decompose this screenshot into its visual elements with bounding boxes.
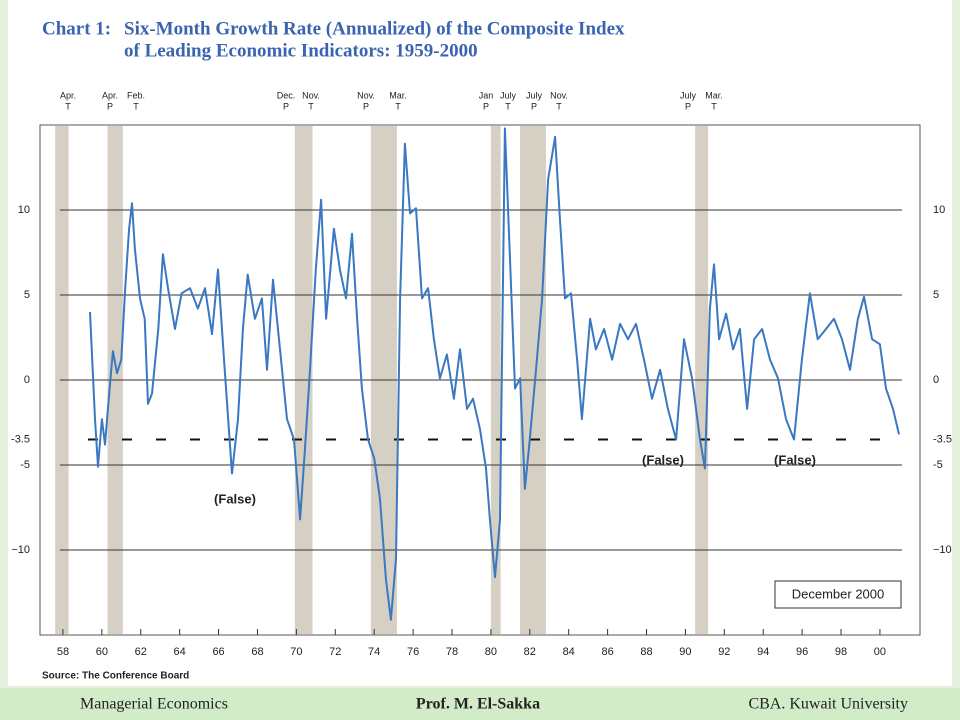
x-tick-label: 90 — [679, 646, 691, 658]
x-tick-label: 98 — [835, 646, 847, 658]
y-tick-label: 5 — [24, 289, 30, 301]
x-tick-label: 66 — [212, 646, 224, 658]
turning-point-month: July — [680, 90, 697, 100]
x-tick-label: 88 — [640, 646, 652, 658]
turning-point-month: Nov. — [550, 90, 568, 100]
turning-point-type: T — [308, 101, 314, 111]
y-tick-label-right: -5 — [933, 459, 943, 471]
turning-point-type: P — [483, 101, 489, 111]
turning-point-month: July — [500, 90, 517, 100]
y-tick-label: −10 — [11, 544, 30, 556]
x-tick-label: 96 — [796, 646, 808, 658]
x-tick-label: 74 — [368, 646, 380, 658]
x-tick-label: 64 — [174, 646, 186, 658]
x-tick-label: 58 — [57, 646, 69, 658]
turning-point-type: T — [133, 101, 139, 111]
chart-title: Six-Month Growth Rate (Annualized) of th… — [124, 18, 625, 39]
x-tick-label: 80 — [485, 646, 497, 658]
footer-right: CBA. Kuwait University — [748, 696, 908, 713]
turning-point-type: T — [395, 101, 401, 111]
x-tick-label: 86 — [601, 646, 613, 658]
turning-point-type: P — [107, 101, 113, 111]
turning-point-type: P — [363, 101, 369, 111]
turning-point-month: Mar. — [389, 90, 407, 100]
plot-frame — [39, 124, 921, 636]
turning-point-month: Apr. — [102, 90, 118, 100]
turning-point-month: Nov. — [302, 90, 320, 100]
x-tick-label: 82 — [524, 646, 536, 658]
chart-panel — [8, 0, 952, 686]
note-box — [774, 580, 902, 609]
y-tick-label-right: 0 — [933, 374, 939, 386]
y-tick-label-right: 10 — [933, 204, 945, 216]
y-tick-label-right: 5 — [933, 289, 939, 301]
turning-point-type: T — [556, 101, 562, 111]
x-tick-label: 60 — [96, 646, 108, 658]
x-tick-label: 84 — [563, 646, 575, 658]
x-tick-label: 94 — [757, 646, 769, 658]
y-tick-label-right: -3.5 — [933, 433, 952, 445]
y-tick-label: 10 — [18, 204, 30, 216]
annotation: (False) — [642, 452, 684, 467]
footer-left: Managerial Economics — [80, 696, 228, 713]
note: December 2000 — [792, 586, 885, 601]
turning-point-month: July — [526, 90, 543, 100]
y-tick-label: -3.5 — [11, 433, 30, 445]
turning-point-month: Nov. — [357, 90, 375, 100]
turning-point-month: Feb. — [127, 90, 145, 100]
chart-label: Chart 1: — [42, 18, 111, 39]
turning-point-type: P — [283, 101, 289, 111]
x-tick-label: 76 — [407, 646, 419, 658]
x-tick-label: 72 — [329, 646, 341, 658]
x-tick-label: 78 — [446, 646, 458, 658]
y-tick-label: 0 — [24, 374, 30, 386]
footer-center: Prof. M. El-Sakka — [416, 696, 540, 713]
turning-point-month: Jan — [479, 90, 494, 100]
x-tick-label: 62 — [135, 646, 147, 658]
turning-point-type: T — [711, 101, 717, 111]
chart-title-line2: of Leading Economic Indicators: 1959-200… — [124, 40, 478, 61]
source: Source: The Conference Board — [42, 671, 189, 682]
turning-point-month: Apr. — [60, 90, 76, 100]
y-tick-label: -5 — [20, 459, 30, 471]
series-line — [89, 127, 900, 621]
turning-point-month: Mar. — [705, 90, 723, 100]
annotation: (False) — [214, 491, 256, 506]
turning-point-type: T — [65, 101, 71, 111]
footer-bar — [0, 688, 960, 720]
turning-point-type: T — [505, 101, 511, 111]
y-tick-label-right: −10 — [933, 544, 952, 556]
x-tick-label: 92 — [718, 646, 730, 658]
x-tick-label: 68 — [251, 646, 263, 658]
turning-point-type: P — [531, 101, 537, 111]
annotation: (False) — [774, 452, 816, 467]
x-tick-label: 00 — [874, 646, 886, 658]
x-tick-label: 70 — [290, 646, 302, 658]
turning-point-type: P — [685, 101, 691, 111]
turning-point-month: Dec. — [277, 90, 296, 100]
